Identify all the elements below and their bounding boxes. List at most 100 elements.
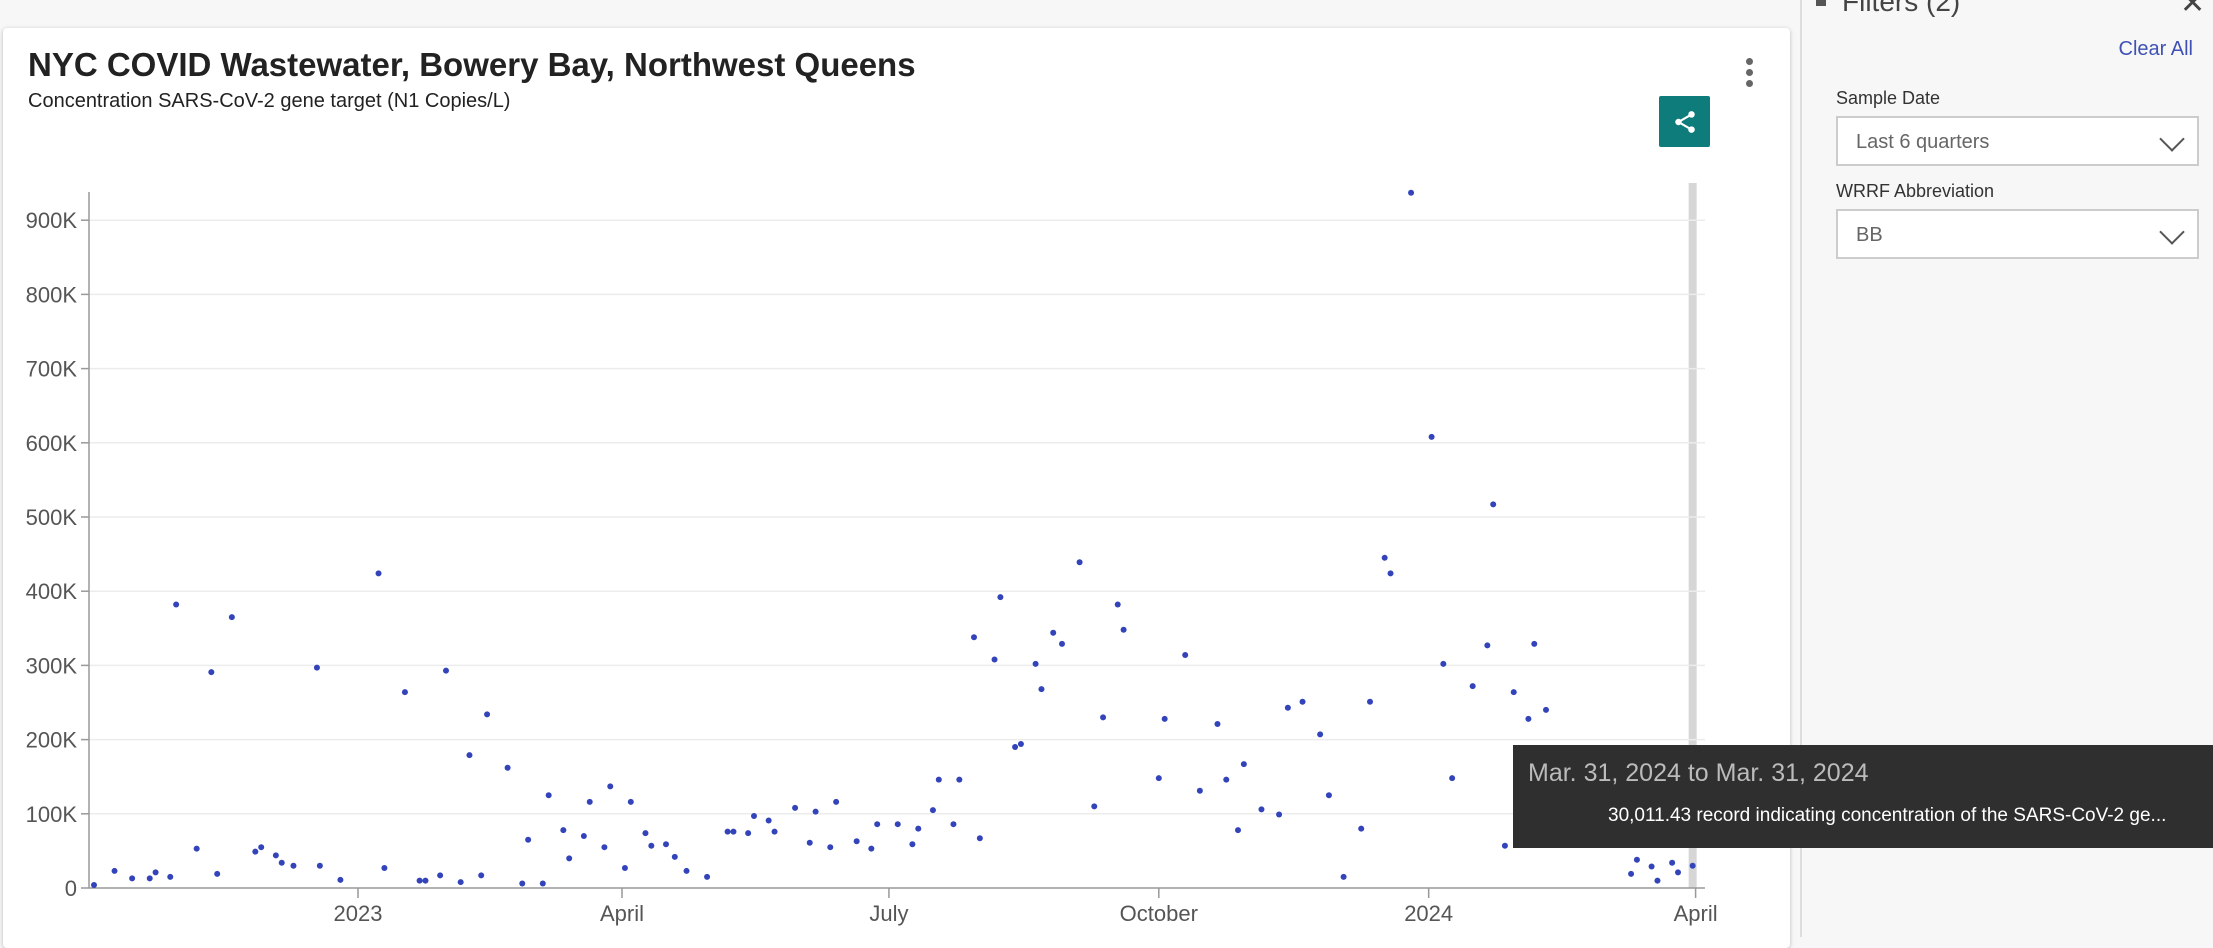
data-point [1076,559,1083,566]
data-point [991,656,998,663]
data-point [375,570,382,577]
data-point [91,882,97,889]
data-point [1469,683,1476,690]
data-point [663,841,669,848]
sample-date-select[interactable]: Last 6 quarters [1836,116,2199,166]
data-point [416,877,423,884]
data-point [252,848,259,855]
share-button[interactable] [1659,96,1710,147]
chart-tooltip: Mar. 31, 2024 to Mar. 31, 2024 30,011.43… [1513,745,2213,848]
data-point [1059,640,1065,647]
data-point [1235,827,1241,834]
data-point [607,783,614,790]
data-point [525,836,532,843]
data-point [1490,501,1497,508]
data-point [1100,714,1107,721]
sample-date-value: Last 6 quarters [1856,131,1990,153]
data-point [437,872,444,879]
data-point [1317,731,1324,738]
data-point [381,864,388,871]
data-point [833,798,840,805]
chart-subtitle: Concentration SARS-CoV-2 gene target (N1… [28,90,511,112]
clear-all-link[interactable]: Clear All [2118,38,2193,60]
chevron-down-icon [2159,126,2185,152]
data-point [111,867,118,874]
x-tick-label: October [1120,901,1198,926]
data-point [853,838,860,845]
data-point [129,875,136,882]
y-tick-label: 400K [26,579,78,604]
data-point [1032,660,1039,667]
data-point [627,798,634,805]
data-point [1091,803,1098,810]
data-point [1628,870,1635,877]
data-point [208,669,215,676]
data-point [642,830,649,837]
data-point [504,764,511,771]
y-tick-label: 700K [26,357,78,382]
data-point [1299,698,1306,705]
data-point [950,821,957,828]
data-point [290,862,297,869]
x-tick-label: April [1674,901,1718,926]
hover-line [1688,183,1697,888]
data-point [228,614,235,621]
data-point [1381,554,1388,561]
kebab-vertical-icon[interactable] [1741,56,1757,92]
data-point [401,689,408,696]
data-point [1387,570,1394,577]
x-tick-label: July [869,901,908,926]
data-point [1633,856,1640,863]
data-point [935,776,942,783]
data-point [1240,761,1247,768]
data-point [621,864,628,871]
data-point [193,845,200,852]
data-point [1428,433,1435,440]
data-point [152,869,159,876]
data-point [1114,601,1121,608]
data-point [545,792,552,799]
chart-title: NYC COVID Wastewater, Bowery Bay, Northw… [28,46,916,83]
data-point [806,839,813,846]
data-point [1340,873,1347,880]
data-point [278,859,285,866]
data-point [1531,640,1538,647]
data-point [313,664,320,671]
data-point [1675,869,1681,876]
data-point [1501,842,1508,849]
data-point [1654,877,1661,884]
data-point [812,808,819,815]
filter-icon [1816,0,1826,6]
data-point [1367,698,1373,705]
data-point [1408,189,1415,196]
data-point [1484,642,1491,649]
data-point [1182,652,1189,659]
data-point [1510,689,1517,696]
data-point [214,870,221,877]
sample-date-label: Sample Date [1836,88,1941,108]
data-point [976,835,983,842]
data-point [1543,706,1549,713]
data-point [1284,704,1291,711]
data-point [586,798,593,805]
data-point [422,877,429,884]
share-icon [1674,110,1695,133]
y-tick-label: 300K [26,653,78,678]
y-tick-label: 0 [65,876,77,901]
y-tick-label: 100K [26,802,78,827]
wrrf-select[interactable]: BB [1836,209,2199,259]
data-point [956,776,963,783]
data-point [539,880,546,887]
data-point [601,844,608,851]
y-tick-label: 800K [26,282,78,307]
data-point [1358,825,1365,832]
data-point [1155,775,1162,782]
data-point [751,813,757,820]
data-point [519,880,526,887]
close-icon[interactable]: ✕ [2180,0,2206,20]
data-point [167,873,174,880]
data-point [1017,741,1024,748]
data-point [1223,776,1230,783]
data-point [1050,629,1057,636]
data-point [827,844,834,851]
